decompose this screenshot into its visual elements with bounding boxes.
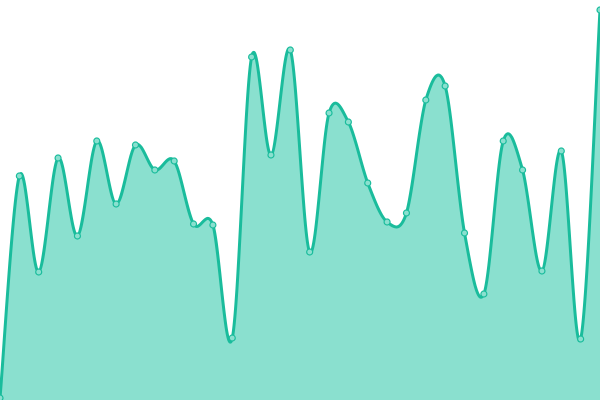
data-point-17: [325, 109, 333, 117]
data-point-12: [228, 334, 236, 342]
data-point-7: [131, 141, 140, 149]
data-point-19: [364, 179, 372, 187]
data-point-13: [248, 53, 256, 61]
data-point-0: [0, 394, 4, 400]
data-point-8: [151, 166, 159, 174]
data-point-31: [596, 6, 600, 14]
data-point-5: [93, 137, 101, 145]
data-point-23: [441, 82, 449, 90]
data-point-1: [15, 172, 23, 180]
data-point-14: [267, 151, 275, 159]
data-point-4: [73, 232, 82, 240]
data-point-30: [577, 335, 585, 343]
data-point-24: [460, 229, 469, 237]
data-point-27: [518, 166, 527, 174]
data-point-15: [286, 46, 294, 54]
data-point-22: [422, 96, 430, 104]
data-point-6: [112, 200, 120, 208]
data-markers: [0, 6, 600, 400]
area-fill: [0, 10, 600, 400]
data-point-28: [538, 267, 546, 275]
data-point-16: [306, 248, 314, 256]
data-point-20: [383, 218, 391, 226]
data-point-26: [499, 137, 507, 145]
data-point-29: [557, 147, 565, 155]
data-point-10: [189, 220, 198, 228]
data-point-3: [54, 154, 62, 162]
data-point-11: [209, 221, 217, 229]
data-point-18: [344, 118, 352, 126]
data-point-9: [170, 157, 178, 165]
data-point-25: [480, 290, 488, 298]
data-point-21: [402, 209, 411, 217]
series-line: [0, 9, 600, 399]
data-point-2: [35, 268, 43, 276]
